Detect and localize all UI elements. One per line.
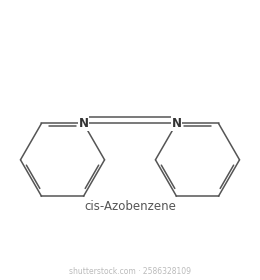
Text: N: N (171, 117, 181, 130)
Text: shutterstock.com · 2586328109: shutterstock.com · 2586328109 (69, 267, 191, 276)
Text: N: N (79, 117, 89, 130)
Text: cis-Azobenzene: cis-Azobenzene (84, 200, 176, 213)
